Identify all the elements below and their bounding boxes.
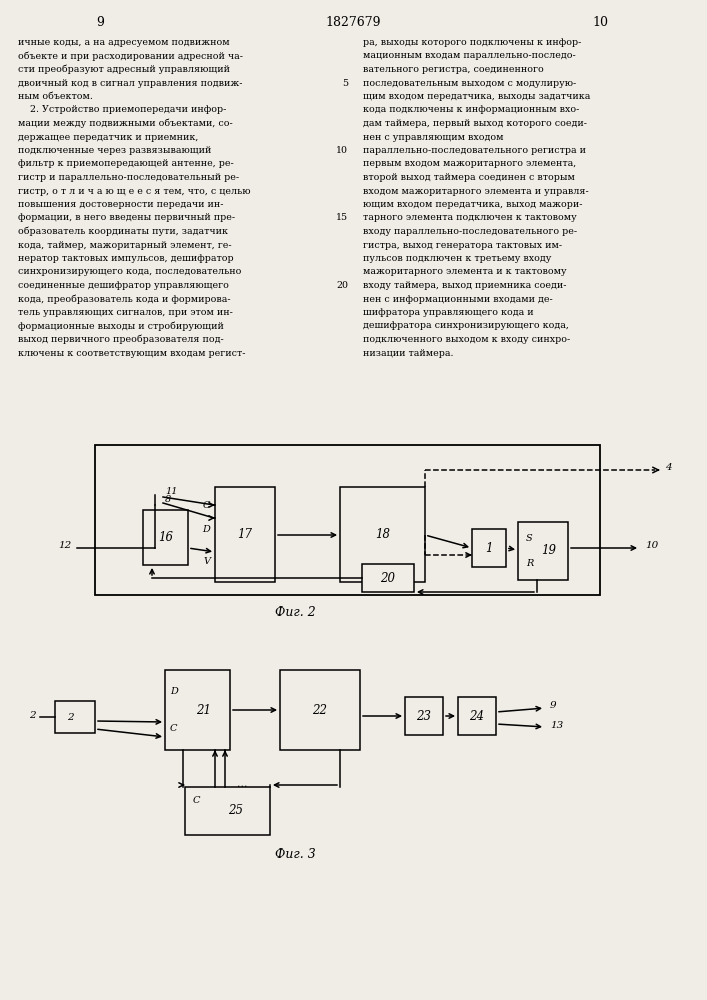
- Text: 16: 16: [158, 531, 173, 544]
- Text: нен с управляющим входом: нен с управляющим входом: [363, 132, 503, 141]
- Text: ным объектом.: ным объектом.: [18, 92, 93, 101]
- Text: 13: 13: [550, 720, 563, 730]
- Text: тель управляющих сигналов, при этом ин-: тель управляющих сигналов, при этом ин-: [18, 308, 233, 317]
- Text: 19: 19: [542, 544, 556, 558]
- Text: 20: 20: [336, 281, 348, 290]
- Text: сти преобразуют адресный управляющий: сти преобразуют адресный управляющий: [18, 65, 230, 75]
- Text: 9: 9: [550, 700, 556, 710]
- Bar: [518, 522, 568, 580]
- Text: 2: 2: [66, 712, 74, 722]
- Text: фильтр к приемопередающей антенне, ре-: фильтр к приемопередающей антенне, ре-: [18, 159, 234, 168]
- Text: D: D: [202, 525, 210, 534]
- Text: ра, выходы которого подключены к инфор-: ра, выходы которого подключены к инфор-: [363, 38, 581, 47]
- Text: 10: 10: [645, 540, 658, 550]
- Text: C: C: [170, 724, 177, 733]
- Text: второй выход таймера соединен с вторым: второй выход таймера соединен с вторым: [363, 173, 575, 182]
- Text: ключены к соответствующим входам регист-: ключены к соответствующим входам регист-: [18, 349, 245, 358]
- Text: мационным входам параллельно-последо-: мационным входам параллельно-последо-: [363, 51, 575, 60]
- Text: подключенные через развязывающий: подключенные через развязывающий: [18, 146, 211, 155]
- Bar: [215, 487, 275, 582]
- Text: вательного регистра, соединенного: вательного регистра, соединенного: [363, 65, 544, 74]
- Text: щим входом передатчика, выходы задатчика: щим входом передатчика, выходы задатчика: [363, 92, 590, 101]
- Text: дам таймера, первый выход которого соеди-: дам таймера, первый выход которого соеди…: [363, 119, 587, 128]
- Text: 15: 15: [336, 214, 348, 223]
- Text: повышения достоверности передачи ин-: повышения достоверности передачи ин-: [18, 200, 223, 209]
- Text: D: D: [170, 687, 178, 696]
- Text: объекте и при расходировании адресной ча-: объекте и при расходировании адресной ча…: [18, 51, 243, 61]
- Text: Фиг. 2: Фиг. 2: [274, 605, 315, 618]
- Text: кода, преобразователь кода и формирова-: кода, преобразователь кода и формирова-: [18, 294, 230, 304]
- Text: 10: 10: [592, 15, 608, 28]
- Text: 8: 8: [165, 495, 171, 504]
- Text: 2. Устройство приемопередачи инфор-: 2. Устройство приемопередачи инфор-: [18, 105, 226, 114]
- Text: C: C: [193, 796, 201, 805]
- Text: 23: 23: [416, 710, 431, 722]
- Text: дешифратора синхронизирующего кода,: дешифратора синхронизирующего кода,: [363, 322, 569, 330]
- Text: пульсов подключен к третьему входу: пульсов подключен к третьему входу: [363, 254, 551, 263]
- Text: ющим входом передатчика, выход мажори-: ющим входом передатчика, выход мажори-: [363, 200, 583, 209]
- Text: гистр и параллельно-последовательный ре-: гистр и параллельно-последовательный ре-: [18, 173, 239, 182]
- Text: синхронизирующего кода, последовательно: синхронизирующего кода, последовательно: [18, 267, 241, 276]
- Text: 12: 12: [59, 540, 72, 550]
- Text: 10: 10: [336, 146, 348, 155]
- Text: 5: 5: [342, 79, 348, 88]
- Text: R: R: [526, 559, 533, 568]
- Bar: [143, 510, 188, 565]
- Text: 25: 25: [228, 804, 243, 818]
- Text: Фиг. 3: Фиг. 3: [274, 848, 315, 861]
- Text: подключенного выходом к входу синхро-: подключенного выходом к входу синхро-: [363, 335, 571, 344]
- Text: формационные выходы и стробирующий: формационные выходы и стробирующий: [18, 322, 224, 331]
- Bar: [280, 670, 360, 750]
- Text: держащее передатчик и приемник,: держащее передатчик и приемник,: [18, 132, 199, 141]
- Text: 1: 1: [485, 542, 493, 554]
- Bar: [55, 701, 95, 733]
- Text: 11: 11: [165, 488, 177, 496]
- Bar: [405, 697, 443, 735]
- Text: последовательным выходом с модулирую-: последовательным выходом с модулирую-: [363, 79, 576, 88]
- Bar: [95, 445, 600, 595]
- Text: мации между подвижными объектами, со-: мации между подвижными объектами, со-: [18, 119, 233, 128]
- Text: нен с информационными входами де-: нен с информационными входами де-: [363, 294, 553, 304]
- Text: 4: 4: [665, 464, 672, 473]
- Text: 22: 22: [312, 704, 327, 716]
- Text: ...: ...: [237, 779, 247, 789]
- Bar: [472, 529, 506, 567]
- Bar: [165, 670, 230, 750]
- Text: 24: 24: [469, 710, 484, 722]
- Text: кода подключены к информационным вхо-: кода подключены к информационным вхо-: [363, 105, 579, 114]
- Text: 17: 17: [238, 528, 252, 541]
- Text: кода, таймер, мажоритарный элемент, ге-: кода, таймер, мажоритарный элемент, ге-: [18, 240, 232, 249]
- Text: тарного элемента подключен к тактовому: тарного элемента подключен к тактовому: [363, 214, 577, 223]
- Text: входу параллельно-последовательного ре-: входу параллельно-последовательного ре-: [363, 227, 577, 236]
- Text: 21: 21: [197, 704, 211, 716]
- Text: входу таймера, выход приемника соеди-: входу таймера, выход приемника соеди-: [363, 281, 566, 290]
- Text: соединенные дешифратор управляющего: соединенные дешифратор управляющего: [18, 281, 229, 290]
- Text: образователь координаты пути, задатчик: образователь координаты пути, задатчик: [18, 227, 228, 236]
- Text: мажоритарного элемента и к тактовому: мажоритарного элемента и к тактовому: [363, 267, 566, 276]
- Text: параллельно-последовательного регистра и: параллельно-последовательного регистра и: [363, 146, 586, 155]
- Bar: [458, 697, 496, 735]
- Text: нератор тактовых импульсов, дешифратор: нератор тактовых импульсов, дешифратор: [18, 254, 233, 263]
- Text: формации, в него введены первичный пре-: формации, в него введены первичный пре-: [18, 214, 235, 223]
- Bar: [362, 564, 414, 592]
- Text: гистр, о т л и ч а ю щ е е с я тем, что, с целью: гистр, о т л и ч а ю щ е е с я тем, что,…: [18, 186, 250, 196]
- Text: 1827679: 1827679: [325, 15, 381, 28]
- Text: двоичный код в сигнал управления подвиж-: двоичный код в сигнал управления подвиж-: [18, 79, 243, 88]
- Text: ичные коды, а на адресуемом подвижном: ичные коды, а на адресуемом подвижном: [18, 38, 230, 47]
- Text: первым входом мажоритарного элемента,: первым входом мажоритарного элемента,: [363, 159, 576, 168]
- Text: 20: 20: [380, 572, 395, 584]
- Bar: [185, 787, 270, 835]
- Text: C: C: [202, 502, 210, 510]
- Text: входом мажоритарного элемента и управля-: входом мажоритарного элемента и управля-: [363, 186, 589, 196]
- Text: гистра, выход генератора тактовых им-: гистра, выход генератора тактовых им-: [363, 240, 562, 249]
- Text: шифратора управляющего кода и: шифратора управляющего кода и: [363, 308, 534, 317]
- Text: выход первичного преобразователя под-: выход первичного преобразователя под-: [18, 335, 223, 344]
- Text: 2: 2: [30, 710, 36, 720]
- Text: 9: 9: [96, 15, 104, 28]
- Text: S: S: [526, 534, 532, 543]
- Text: 18: 18: [375, 528, 390, 541]
- Bar: [340, 487, 425, 582]
- Text: V: V: [203, 557, 210, 566]
- Text: низации таймера.: низации таймера.: [363, 349, 453, 358]
